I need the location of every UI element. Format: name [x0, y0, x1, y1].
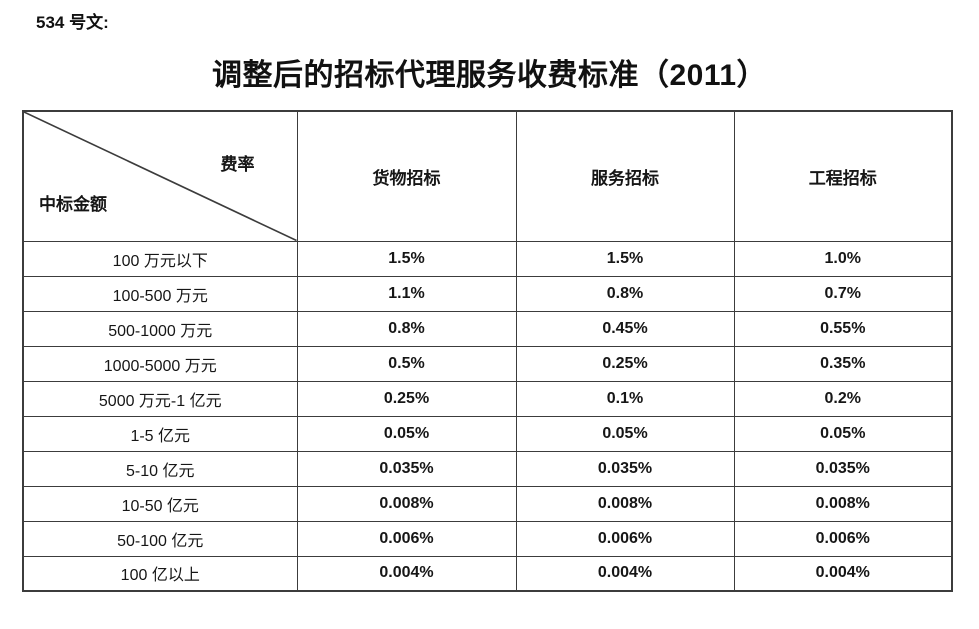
services-rate-cell: 0.1%	[515, 380, 735, 417]
works-rate-cell: 0.2%	[733, 380, 953, 417]
amount-cell: 100-500 万元	[22, 275, 298, 312]
goods-rate-cell: 0.008%	[296, 485, 517, 522]
table-row: 500-1000 万元 0.8% 0.45% 0.55%	[22, 310, 953, 347]
column-header-services: 服务招标	[515, 110, 735, 242]
services-rate-cell: 0.8%	[515, 275, 735, 312]
works-rate-cell: 0.35%	[733, 345, 953, 382]
goods-rate-cell: 0.25%	[296, 380, 517, 417]
works-rate-cell: 0.008%	[733, 485, 953, 522]
column-header-works: 工程招标	[733, 110, 953, 242]
amount-cell: 500-1000 万元	[22, 310, 298, 347]
table-row: 100 亿以上 0.004% 0.004% 0.004%	[22, 555, 953, 592]
amount-cell: 5-10 亿元	[22, 450, 298, 487]
services-rate-cell: 0.45%	[515, 310, 735, 347]
corner-label-fee-rate: 费率	[220, 155, 255, 174]
table-row: 1000-5000 万元 0.5% 0.25% 0.35%	[22, 345, 953, 382]
goods-rate-cell: 0.035%	[296, 450, 517, 487]
table-row: 50-100 亿元 0.006% 0.006% 0.006%	[22, 520, 953, 557]
column-header-goods: 货物招标	[296, 110, 517, 242]
amount-cell: 10-50 亿元	[22, 485, 298, 522]
works-rate-cell: 0.004%	[733, 555, 953, 592]
goods-rate-cell: 0.004%	[296, 555, 517, 592]
diagonal-corner-cell: 费率 中标金额	[22, 110, 298, 242]
services-rate-cell: 1.5%	[515, 240, 735, 277]
table-row: 100-500 万元 1.1% 0.8% 0.7%	[22, 275, 953, 312]
page-title: 调整后的招标代理服务收费标准（2011）	[211, 59, 768, 92]
goods-rate-cell: 0.006%	[296, 520, 517, 557]
goods-rate-cell: 1.1%	[296, 275, 517, 312]
works-rate-cell: 0.006%	[733, 520, 953, 557]
table-row: 1-5 亿元 0.05% 0.05% 0.05%	[22, 415, 953, 452]
amount-cell: 100 万元以下	[22, 240, 298, 277]
goods-rate-cell: 0.8%	[296, 310, 517, 347]
services-rate-cell: 0.05%	[515, 415, 735, 452]
works-rate-cell: 1.0%	[733, 240, 953, 277]
works-rate-cell: 0.7%	[733, 275, 953, 312]
services-rate-cell: 0.035%	[515, 450, 735, 487]
services-rate-cell: 0.008%	[515, 485, 735, 522]
table-row: 10-50 亿元 0.008% 0.008% 0.008%	[22, 485, 953, 522]
works-rate-cell: 0.05%	[733, 415, 953, 452]
goods-rate-cell: 0.5%	[296, 345, 517, 382]
amount-cell: 5000 万元-1 亿元	[22, 380, 298, 417]
goods-rate-cell: 1.5%	[296, 240, 517, 277]
table-header-row: 费率 中标金额 货物招标 服务招标 工程招标	[22, 110, 953, 242]
works-rate-cell: 0.035%	[733, 450, 953, 487]
corner-label-bid-amount: 中标金额	[39, 194, 107, 214]
amount-cell: 1-5 亿元	[22, 415, 298, 452]
works-rate-cell: 0.55%	[733, 310, 953, 347]
services-rate-cell: 0.006%	[515, 520, 735, 557]
table-row: 5000 万元-1 亿元 0.25% 0.1% 0.2%	[22, 380, 953, 417]
table-row: 5-10 亿元 0.035% 0.035% 0.035%	[22, 450, 953, 487]
services-rate-cell: 0.25%	[515, 345, 735, 382]
diagonal-line	[24, 112, 297, 241]
fee-rate-table: 费率 中标金额 货物招标 服务招标 工程招标 100 万元以下 1.5% 1.5…	[22, 110, 953, 592]
goods-rate-cell: 0.05%	[296, 415, 517, 452]
amount-cell: 1000-5000 万元	[22, 345, 298, 382]
amount-cell: 50-100 亿元	[22, 520, 298, 557]
amount-cell: 100 亿以上	[22, 555, 298, 592]
table-row: 100 万元以下 1.5% 1.5% 1.0%	[22, 240, 953, 277]
doc-number-label: 534 号文:	[36, 13, 109, 32]
services-rate-cell: 0.004%	[515, 555, 735, 592]
